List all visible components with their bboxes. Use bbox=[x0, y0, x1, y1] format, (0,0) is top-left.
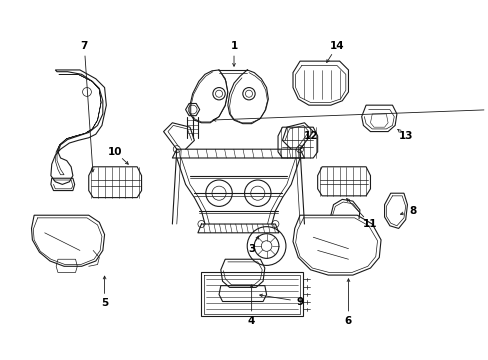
Text: 6: 6 bbox=[344, 316, 351, 326]
Text: 4: 4 bbox=[247, 316, 255, 326]
Text: 1: 1 bbox=[230, 41, 237, 51]
Text: 3: 3 bbox=[247, 244, 255, 254]
Text: 5: 5 bbox=[101, 298, 108, 308]
Text: 7: 7 bbox=[81, 41, 88, 51]
Text: 8: 8 bbox=[408, 206, 415, 216]
Text: 10: 10 bbox=[108, 147, 122, 157]
Text: 14: 14 bbox=[329, 41, 344, 51]
Text: 13: 13 bbox=[398, 131, 412, 141]
Text: 9: 9 bbox=[296, 297, 303, 306]
Text: 12: 12 bbox=[303, 131, 317, 141]
Text: 11: 11 bbox=[363, 219, 377, 229]
